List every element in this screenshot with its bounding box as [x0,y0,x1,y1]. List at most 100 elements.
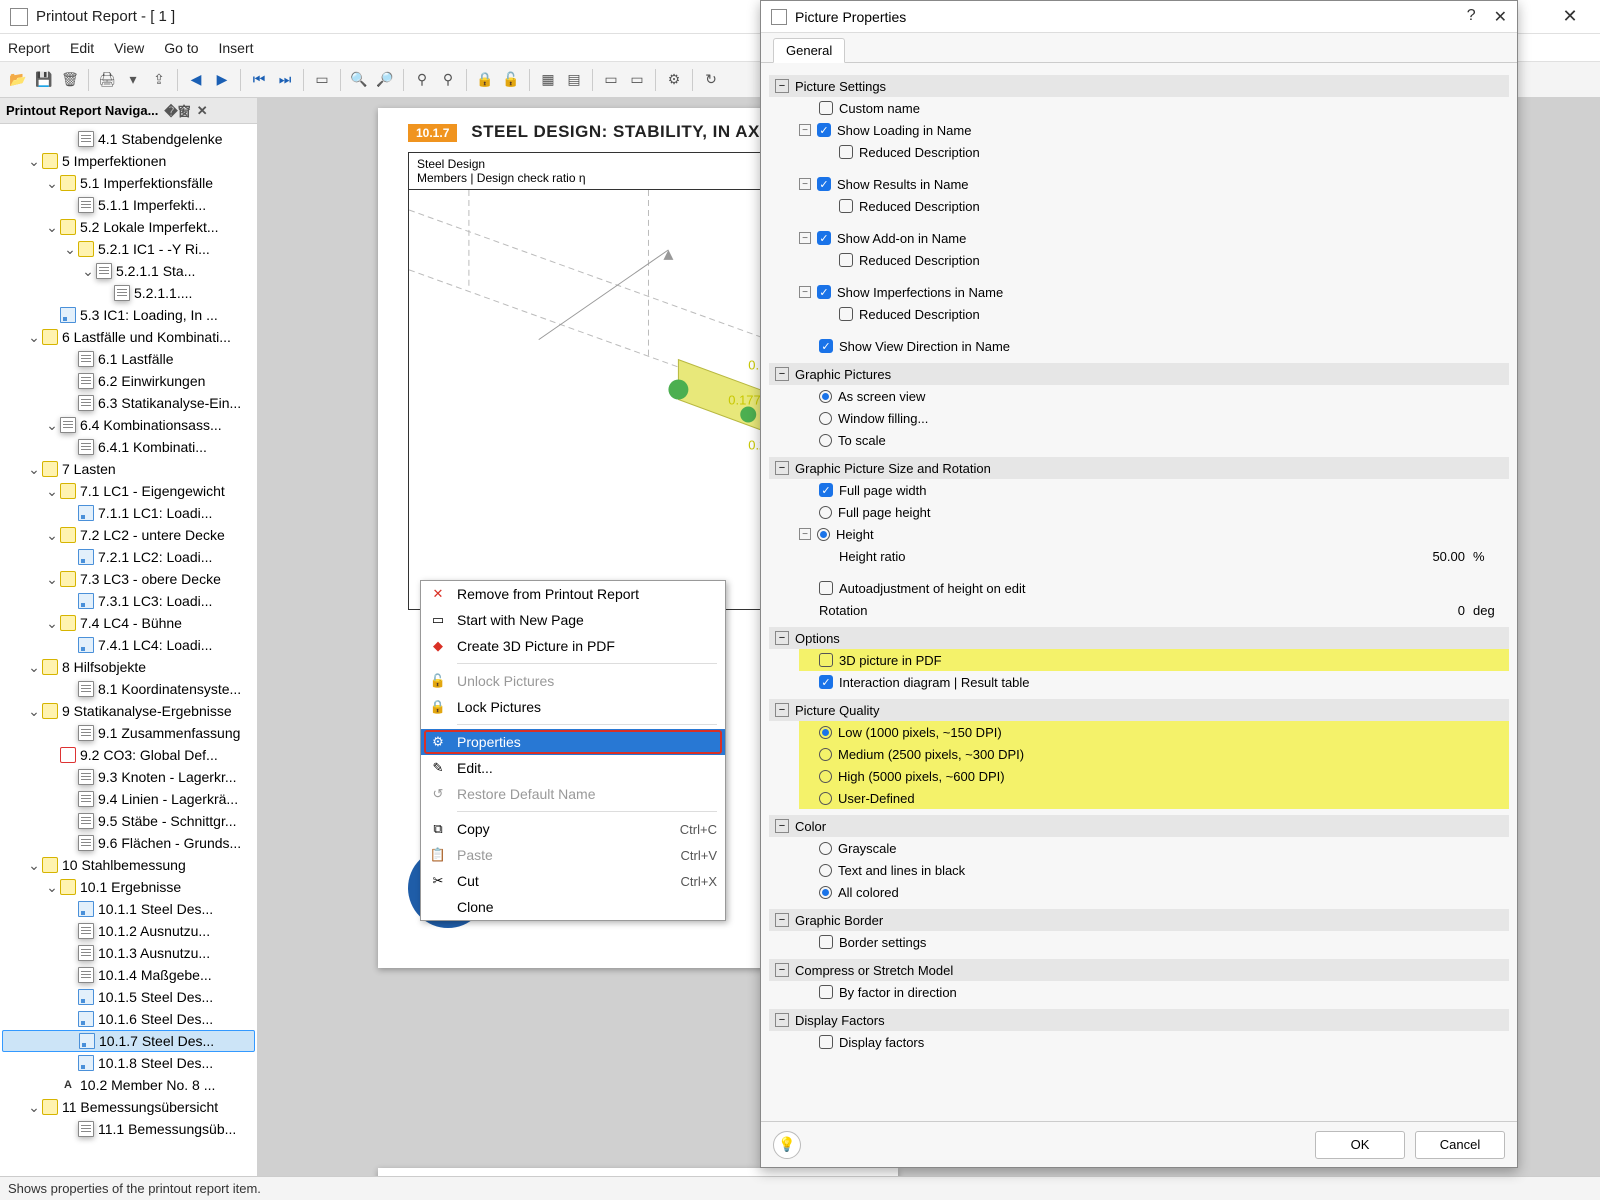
rb-all-colored[interactable] [819,886,832,899]
ctx-properties[interactable]: ⚙Properties [421,729,725,755]
tree-item[interactable]: 10.1.3 Ausnutzu... [2,942,255,964]
tree-item[interactable]: 7.4.1 LC4: Loadi... [2,634,255,656]
tree-item[interactable]: ⌄10 Stahlbemessung [2,854,255,876]
menu-edit[interactable]: Edit [70,40,94,56]
ctx-start-with-new-page[interactable]: ▭Start with New Page [421,607,725,633]
menu-report[interactable]: Report [8,40,50,56]
cb-autoadjust[interactable] [819,581,833,595]
cb-custom-name[interactable] [819,101,833,115]
tree-item[interactable]: 9.5 Stäbe - Schnittgr... [2,810,255,832]
cb-full-width[interactable]: ✓ [819,483,833,497]
group-options[interactable]: −Options [769,627,1509,649]
tree-caret-icon[interactable]: ⌄ [44,615,60,632]
dialog-help-button[interactable]: 💡 [773,1131,801,1159]
tree-item[interactable]: 9.3 Knoten - Lagerkr... [2,766,255,788]
group-size-rotation[interactable]: −Graphic Picture Size and Rotation [769,457,1509,479]
navigator-close-icon[interactable]: ✕ [197,103,208,119]
menu-goto[interactable]: Go to [164,40,198,56]
tree-caret-icon[interactable]: ⌄ [26,703,42,720]
cb-show-imperf[interactable]: ✓ [817,285,831,299]
nav-next-icon[interactable]: ▶ [210,68,234,92]
tree-item[interactable]: 9.6 Flächen - Grunds... [2,832,255,854]
tree-caret-icon[interactable]: ⌄ [26,329,42,346]
cb-3d-pdf[interactable] [819,653,833,667]
context-menu[interactable]: ✕Remove from Printout Report▭Start with … [420,580,726,921]
settings-icon[interactable]: ⚙ [662,68,686,92]
rb-to-scale[interactable] [819,434,832,447]
tree-caret-icon[interactable]: ⌄ [26,659,42,676]
navigator-tree[interactable]: 4.1 Stabendgelenke⌄5 Imperfektionen⌄5.1 … [0,124,257,1176]
rb-quality-user[interactable] [819,792,832,805]
cb-border[interactable] [819,935,833,949]
tree-caret-icon[interactable]: ⌄ [26,153,42,170]
cb-reduced-2[interactable] [839,199,853,213]
tree-item[interactable]: ⌄6 Lastfälle und Kombinati... [2,326,255,348]
refresh-icon[interactable]: ↻ [699,68,723,92]
tree-caret-icon[interactable]: ⌄ [44,527,60,544]
tree-caret-icon[interactable]: ⌄ [44,483,60,500]
tree-item[interactable]: 10.1.4 Maßgebe... [2,964,255,986]
zoom-out-icon[interactable]: 🔍 [347,68,371,92]
tree-item[interactable]: 10.1.6 Steel Des... [2,1008,255,1030]
page-nav-icon[interactable]: ▭ [599,68,623,92]
tree-item[interactable]: 9.2 CO3: Global Def... [2,744,255,766]
unlock-icon[interactable]: 🔓 [499,68,523,92]
nav-first-icon[interactable]: ⏮ [247,68,271,92]
lock-icon[interactable]: 🔒 [473,68,497,92]
group-quality[interactable]: −Picture Quality [769,699,1509,721]
tree-item[interactable]: 10.1.7 Steel Des... [2,1030,255,1052]
rb-text-black[interactable] [819,864,832,877]
cb-reduced-1[interactable] [839,145,853,159]
tab-general[interactable]: General [773,38,845,63]
nav-last-icon[interactable]: ⏭ [273,68,297,92]
toggle-results[interactable]: − [799,178,811,190]
tree-item[interactable]: ⌄5.2.1 IC1 - -Y Ri... [2,238,255,260]
page-break-icon[interactable]: ▭ [625,68,649,92]
tree-caret-icon[interactable]: ⌄ [80,263,96,280]
ctx-copy[interactable]: ⧉CopyCtrl+C [421,816,725,842]
tree-item[interactable]: 7.3.1 LC3: Loadi... [2,590,255,612]
ctx-edit-[interactable]: ✎Edit... [421,755,725,781]
tree-item[interactable]: 7.2.1 LC2: Loadi... [2,546,255,568]
tree-item[interactable]: 11.1 Bemessungsüb... [2,1118,255,1140]
tree-caret-icon[interactable]: ⌄ [44,219,60,236]
cb-display-factors[interactable] [819,1035,833,1049]
toolbar-print-dropdown-icon[interactable]: ▾ [121,68,145,92]
rotation-value[interactable]: 0 [1458,603,1465,618]
tree-caret-icon[interactable]: ⌄ [44,879,60,896]
menu-insert[interactable]: Insert [219,40,254,56]
toolbar-print-icon[interactable]: 🖨 [95,68,119,92]
tree-item[interactable]: ⌄5.2 Lokale Imperfekt... [2,216,255,238]
tree-item[interactable]: 9.1 Zusammenfassung [2,722,255,744]
group-picture-settings[interactable]: −Picture Settings [769,75,1509,97]
rb-full-height[interactable] [819,506,832,519]
tree-item[interactable]: 10.1.1 Steel Des... [2,898,255,920]
zoom-fit-icon[interactable]: ▭ [310,68,334,92]
tree-caret-icon[interactable]: ⌄ [26,461,42,478]
rb-window-filling[interactable] [819,412,832,425]
layout2-icon[interactable]: ▤ [562,68,586,92]
cb-interaction[interactable]: ✓ [819,675,833,689]
tree-item[interactable]: ⌄7 Lasten [2,458,255,480]
rb-quality-medium[interactable] [819,748,832,761]
toolbar-delete-icon[interactable]: 🗑 [58,68,82,92]
ctx-remove-from-printout-report[interactable]: ✕Remove from Printout Report [421,581,725,607]
ok-button[interactable]: OK [1315,1131,1405,1159]
tree-item[interactable]: ⌄6.4 Kombinationsass... [2,414,255,436]
cancel-button[interactable]: Cancel [1415,1131,1505,1159]
tree-caret-icon[interactable]: ⌄ [44,175,60,192]
rb-quality-high[interactable] [819,770,832,783]
tree-item[interactable]: 5.2.1.1.... [2,282,255,304]
toolbar-export-icon[interactable]: ⇪ [147,68,171,92]
dialog-help-icon[interactable]: ? [1467,7,1476,27]
layout1-icon[interactable]: ▦ [536,68,560,92]
tree-item[interactable]: 10.1.8 Steel Des... [2,1052,255,1074]
toggle-addon[interactable]: − [799,232,811,244]
tree-caret-icon[interactable]: ⌄ [26,857,42,874]
toggle-imperf[interactable]: − [799,286,811,298]
cb-show-addon[interactable]: ✓ [817,231,831,245]
dialog-close-icon[interactable]: ✕ [1494,7,1507,27]
tree-item[interactable]: 6.1 Lastfälle [2,348,255,370]
group-graphic-pictures[interactable]: −Graphic Pictures [769,363,1509,385]
group-border[interactable]: −Graphic Border [769,909,1509,931]
